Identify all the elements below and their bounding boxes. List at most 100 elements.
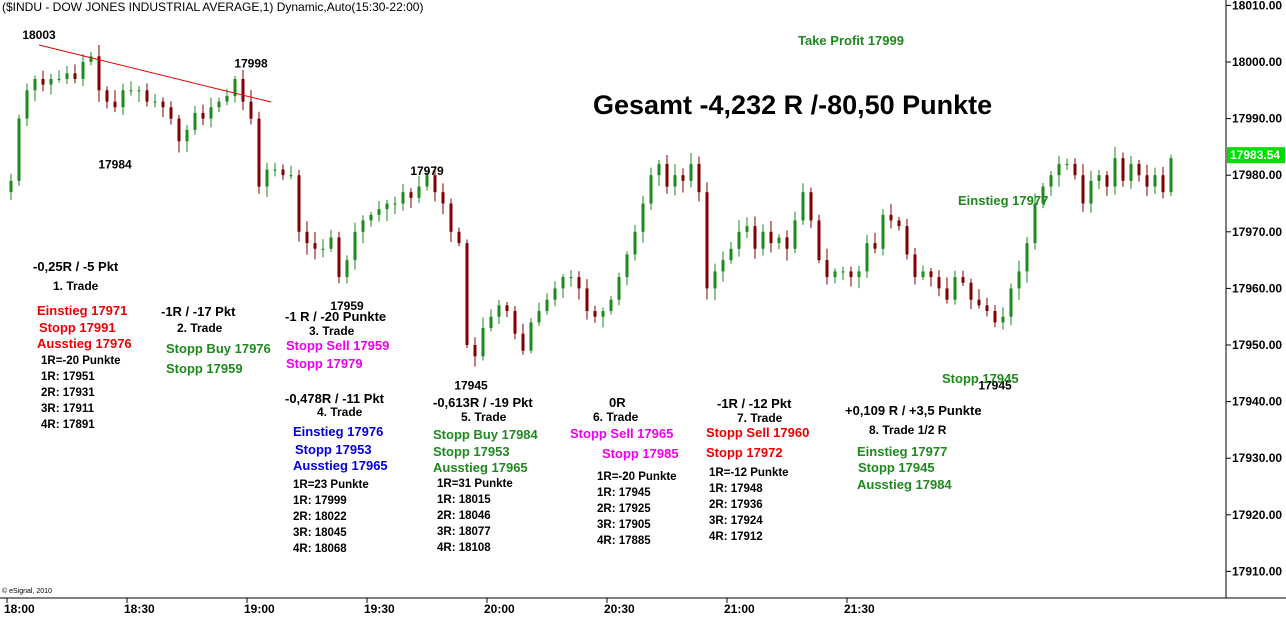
candle-body (1137, 163, 1141, 176)
candle-body (497, 305, 501, 317)
trade-name: 2. Trade (177, 321, 223, 335)
trade-line: Stopp Buy 17976 (166, 341, 271, 356)
candle-body (17, 118, 21, 181)
candle-body (345, 260, 349, 278)
candle-body (793, 220, 797, 249)
candle-body (305, 231, 309, 244)
trade-name: 5. Trade (461, 410, 507, 424)
r-line: 4R: 17891 (41, 419, 95, 431)
r-line: 4R: 17885 (597, 535, 651, 547)
price-label: 17984 (98, 158, 132, 172)
r-line: 1R: 17999 (293, 495, 347, 507)
chart-overlays: 18003 17984 17998 17959 17979 17945 17945 (22, 28, 1012, 392)
x-tick-label: 20:30 (604, 602, 635, 616)
candle-body (153, 101, 157, 103)
candle-body (265, 169, 269, 187)
candle-body (297, 175, 301, 232)
trade-name: 1. Trade (53, 279, 99, 293)
trade-line: Stopp 17959 (166, 361, 243, 376)
candle-body (33, 78, 37, 91)
candle-body (561, 277, 565, 289)
candle-body (681, 175, 685, 181)
candle-body (73, 73, 77, 79)
candle-body (137, 90, 141, 92)
candle-body (569, 277, 573, 279)
candle-body (673, 175, 677, 187)
candle-body (969, 282, 973, 300)
trade-result: 0R (609, 395, 626, 410)
r-line: 2R: 17931 (41, 387, 95, 399)
candle-body (1001, 316, 1005, 323)
candle-body (761, 231, 765, 249)
trade-line: Stopp 17953 (295, 442, 372, 457)
candle-body (1161, 175, 1165, 193)
candle-body (281, 169, 285, 176)
trend-line (38, 44, 272, 103)
candle-body (465, 243, 469, 345)
candle-body (801, 192, 805, 221)
candle-body (505, 305, 509, 312)
candle-body (865, 243, 869, 272)
candle-body (417, 186, 421, 198)
candle-body (257, 118, 261, 187)
candle-body (657, 163, 661, 176)
candle-body (449, 203, 453, 232)
candle-body (649, 175, 653, 204)
candle-body (233, 78, 237, 96)
candle-body (545, 299, 549, 312)
candle-body (1097, 175, 1101, 181)
candle-body (729, 248, 733, 261)
candle-body (1105, 175, 1109, 187)
candle-body (737, 231, 741, 249)
candle-body (25, 90, 29, 119)
candle-body (769, 231, 773, 244)
r-line: 2R: 18046 (437, 510, 491, 522)
take-profit-label: Take Profit 17999 (798, 33, 904, 48)
candle-body (713, 271, 717, 289)
y-tick-label: 17940.00 (1232, 395, 1282, 409)
trade-result: -0,478R / -11 Pkt (285, 391, 384, 406)
candle-body (1169, 158, 1173, 193)
r-line: 1R: 17951 (41, 371, 95, 383)
trade-line: Ausstieg 17965 (433, 460, 528, 475)
candle-body (49, 78, 53, 85)
trade-name: 8. Trade 1/2 R (869, 423, 947, 437)
trade-result: -1R / -17 Pkt (161, 304, 236, 319)
candle-body (633, 231, 637, 255)
candle-body (1145, 175, 1149, 187)
r-line: 1R=23 Punkte (293, 479, 369, 491)
x-tick-label: 18:00 (4, 602, 35, 616)
candle-body (921, 271, 925, 278)
r-line: 1R: 18015 (437, 494, 491, 506)
candle-body (41, 78, 45, 85)
stopp-label: Stopp 17945 (942, 371, 1019, 386)
candle-body (1025, 243, 1029, 272)
candle-body (817, 220, 821, 261)
candle-body (785, 237, 789, 249)
candle-body (385, 203, 389, 210)
price-label: 17998 (234, 56, 268, 70)
candle-body (1073, 163, 1077, 176)
trade-result: -0,25R / -5 Pkt (33, 259, 119, 274)
candle-body (97, 56, 101, 91)
candle-body (1121, 158, 1125, 181)
candle-body (201, 112, 205, 119)
candle-body (977, 299, 981, 306)
candle-body (457, 231, 461, 244)
candle-body (705, 192, 709, 289)
trade-name: 6. Trade (593, 410, 639, 424)
candle-body (665, 163, 669, 187)
candle-body (745, 226, 749, 232)
candle-body (897, 220, 901, 227)
trade-result: +0,109 R / +3,5 Punkte (845, 403, 982, 418)
y-tick-label: 17910.00 (1232, 564, 1282, 578)
candle-body (537, 311, 541, 323)
r-line: 4R: 18068 (293, 543, 347, 555)
candle-body (881, 214, 885, 249)
trade-line: Stopp Sell 17959 (286, 338, 390, 353)
y-tick-label: 17920.00 (1232, 508, 1282, 522)
candlestick-series (9, 45, 1173, 367)
r-line: 4R: 18108 (437, 542, 491, 554)
candle-body (961, 277, 965, 283)
